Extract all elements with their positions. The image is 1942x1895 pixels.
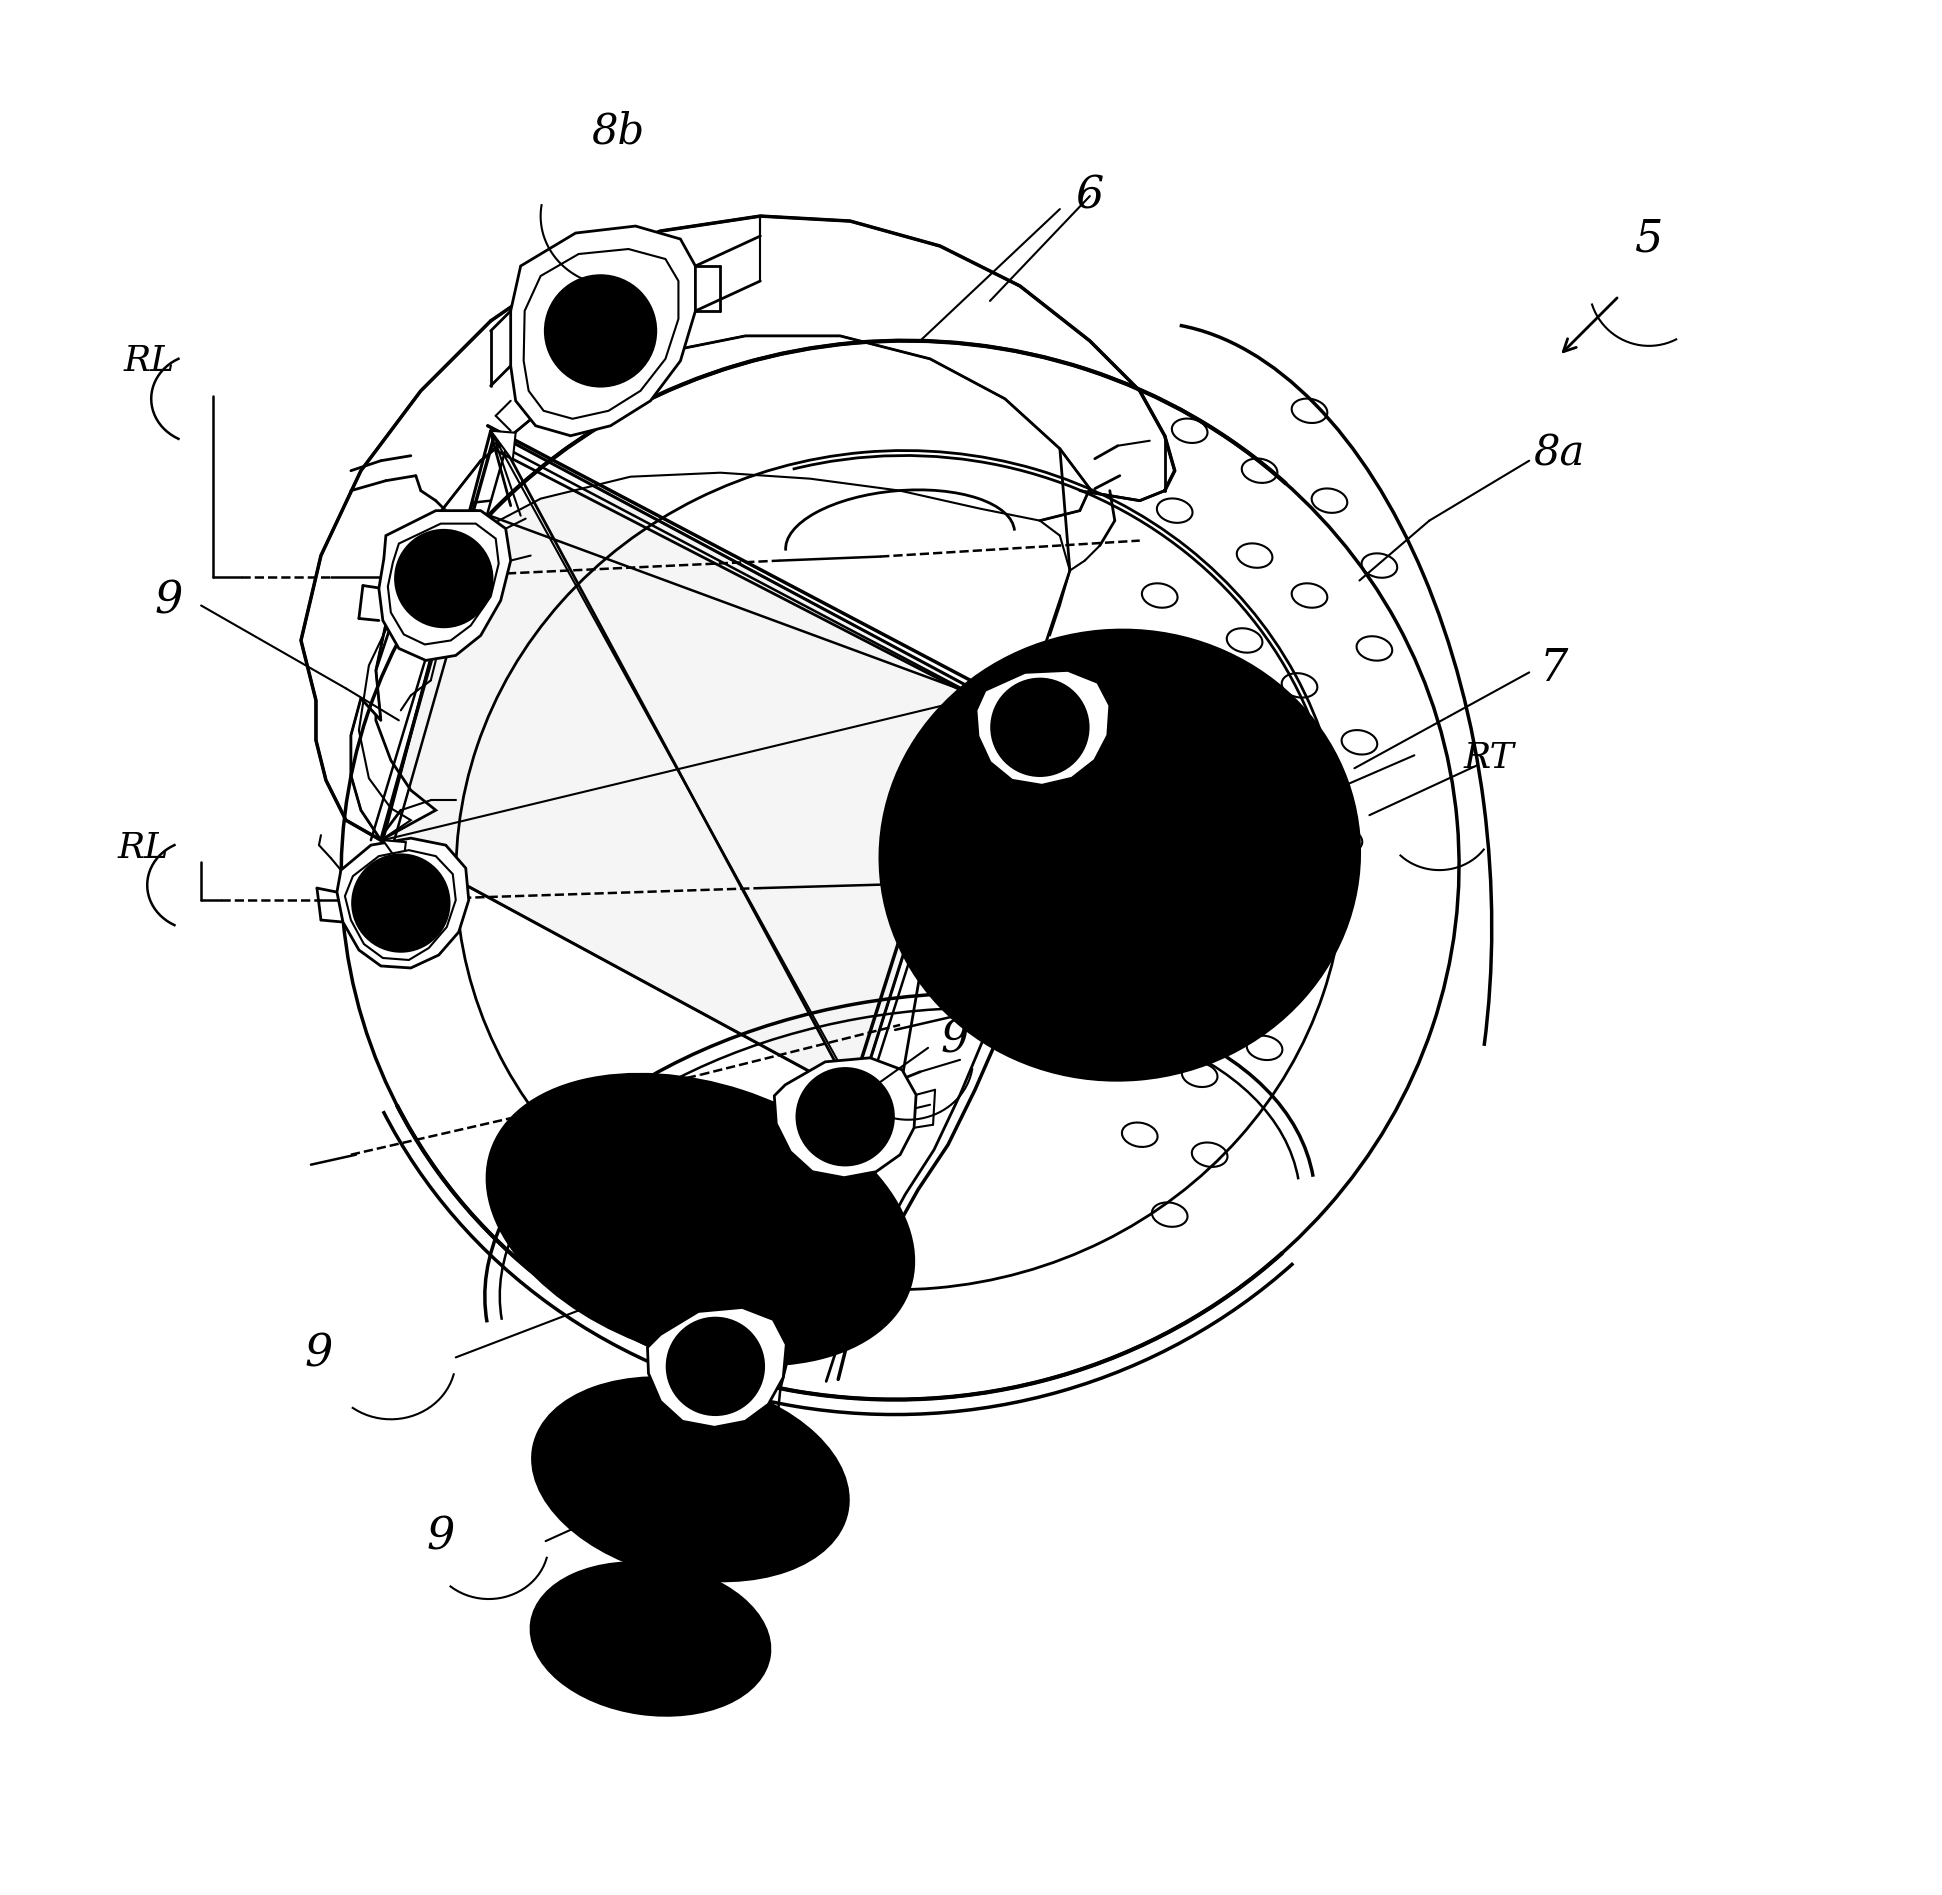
- Ellipse shape: [1270, 900, 1289, 919]
- Circle shape: [412, 546, 476, 610]
- Circle shape: [709, 1359, 722, 1374]
- Circle shape: [563, 294, 639, 370]
- Circle shape: [353, 855, 449, 951]
- Ellipse shape: [1154, 692, 1171, 713]
- Polygon shape: [511, 226, 695, 436]
- Polygon shape: [346, 851, 456, 961]
- Text: 7: 7: [1540, 646, 1569, 690]
- Ellipse shape: [487, 1074, 913, 1364]
- Circle shape: [1033, 720, 1047, 735]
- Polygon shape: [379, 510, 511, 661]
- Polygon shape: [491, 430, 517, 460]
- Ellipse shape: [1280, 847, 1299, 864]
- Polygon shape: [301, 216, 1175, 839]
- Circle shape: [839, 1110, 853, 1124]
- Polygon shape: [388, 523, 499, 644]
- Polygon shape: [383, 839, 406, 868]
- Polygon shape: [336, 838, 468, 968]
- Circle shape: [396, 531, 491, 627]
- Polygon shape: [352, 335, 1089, 839]
- Polygon shape: [977, 671, 1109, 785]
- Ellipse shape: [1025, 767, 1214, 944]
- Text: 9: 9: [155, 580, 183, 622]
- Circle shape: [668, 1319, 763, 1414]
- Ellipse shape: [1245, 749, 1264, 767]
- Circle shape: [684, 1334, 748, 1399]
- Circle shape: [1023, 711, 1056, 745]
- Polygon shape: [647, 1308, 787, 1427]
- Circle shape: [1008, 695, 1072, 760]
- Polygon shape: [383, 430, 985, 1097]
- Text: 9: 9: [305, 1332, 334, 1376]
- Circle shape: [798, 1069, 893, 1165]
- Ellipse shape: [532, 1563, 769, 1715]
- Circle shape: [437, 572, 451, 586]
- Text: 8b: 8b: [590, 110, 645, 152]
- Ellipse shape: [994, 961, 1014, 980]
- Text: 9: 9: [940, 1018, 969, 1061]
- Circle shape: [699, 1349, 732, 1383]
- Text: 8a: 8a: [1534, 432, 1585, 476]
- Text: 6: 6: [1076, 174, 1103, 218]
- Polygon shape: [524, 248, 678, 419]
- Circle shape: [992, 680, 1088, 775]
- Text: 5: 5: [1635, 218, 1662, 262]
- Ellipse shape: [532, 1378, 849, 1580]
- Ellipse shape: [1101, 838, 1138, 872]
- Text: RT: RT: [1464, 741, 1515, 775]
- Circle shape: [546, 277, 656, 387]
- Polygon shape: [775, 1057, 917, 1177]
- Ellipse shape: [961, 769, 981, 788]
- Ellipse shape: [1043, 701, 1062, 720]
- Ellipse shape: [880, 631, 1359, 1080]
- Ellipse shape: [1095, 1002, 1113, 1021]
- Circle shape: [827, 1099, 862, 1133]
- Text: RL: RL: [118, 832, 169, 866]
- Circle shape: [394, 896, 408, 910]
- Polygon shape: [858, 1092, 886, 1118]
- Circle shape: [581, 311, 621, 351]
- Ellipse shape: [1200, 980, 1220, 999]
- Circle shape: [427, 561, 460, 595]
- Ellipse shape: [942, 870, 961, 889]
- Text: RL: RL: [124, 343, 175, 377]
- Circle shape: [814, 1084, 878, 1148]
- Circle shape: [385, 887, 418, 921]
- Circle shape: [369, 872, 433, 934]
- Circle shape: [592, 322, 608, 339]
- Text: 9: 9: [427, 1516, 454, 1560]
